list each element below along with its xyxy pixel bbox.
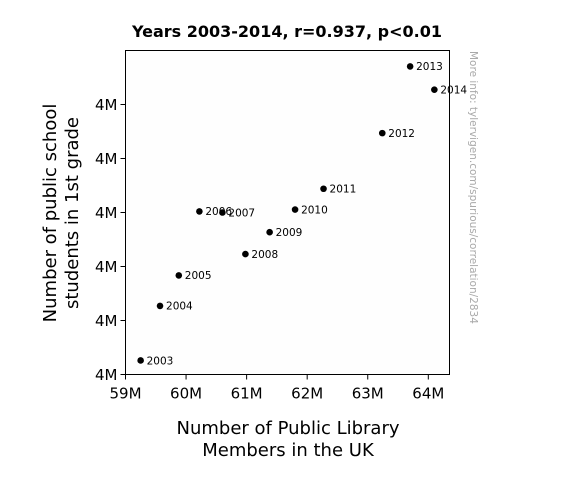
data-point: [137, 357, 144, 364]
data-point: [242, 250, 249, 258]
data-point: [196, 208, 203, 215]
plot-area-frame: [125, 50, 450, 375]
data-point-label: 2005: [185, 270, 212, 282]
y-tick-label: 4M: [95, 312, 118, 330]
data-point-label: 2006: [205, 206, 232, 218]
y-axis-label-line-1: Number of public school: [40, 104, 61, 323]
data-point: [156, 302, 164, 310]
data-point: [320, 185, 327, 193]
x-axis-label-line-1: Number of Public Library: [176, 418, 399, 439]
x-tick-label: 61M: [231, 385, 263, 403]
data-point: [266, 228, 273, 236]
data-point: [406, 63, 414, 70]
y-tick-label: 4M: [95, 150, 118, 168]
data-point: [378, 129, 386, 137]
chart-title: Years 2003-2014, r=0.937, p<0.01: [131, 22, 442, 41]
x-tick-label: 60M: [170, 385, 202, 403]
data-point-label: 2010: [301, 204, 328, 216]
x-tick-label: 64M: [412, 385, 444, 403]
y-tick-label: 4M: [95, 258, 118, 276]
data-points: 2003200420052006200720082009201020112012…: [137, 61, 467, 367]
y-axis-label-line-2: students in 1st grade: [62, 117, 83, 309]
x-tick-label: 63M: [352, 385, 384, 403]
x-tick-label: 62M: [291, 385, 323, 403]
x-tick-label: 59M: [109, 385, 141, 403]
y-tick-label: 4M: [95, 204, 118, 222]
data-point-label: 2013: [416, 61, 443, 73]
data-point-label: 2009: [276, 227, 303, 239]
x-axis-label-line-2: Members in the UK: [202, 440, 375, 461]
y-tick-label: 4M: [95, 366, 118, 384]
data-point-label: 2004: [166, 301, 193, 313]
data-point-label: 2007: [228, 207, 255, 219]
data-point-label: 2008: [251, 249, 278, 261]
data-point-label: 2011: [330, 184, 357, 196]
data-point: [219, 209, 226, 216]
data-point: [175, 272, 183, 279]
data-point: [431, 86, 438, 93]
source-watermark: More info: tylervigen.com/spurious/corre…: [467, 51, 479, 324]
x-axis-ticks: 59M 60M 61M 62M 63M 64M: [109, 374, 444, 403]
y-tick-label: 4M: [95, 96, 118, 114]
data-point: [291, 206, 299, 213]
data-point-label: 2014: [440, 84, 467, 96]
y-axis-ticks: 4M 4M 4M 4M 4M 4M: [95, 96, 126, 384]
data-point-label: 2003: [147, 355, 174, 367]
data-point-label: 2012: [388, 128, 415, 140]
